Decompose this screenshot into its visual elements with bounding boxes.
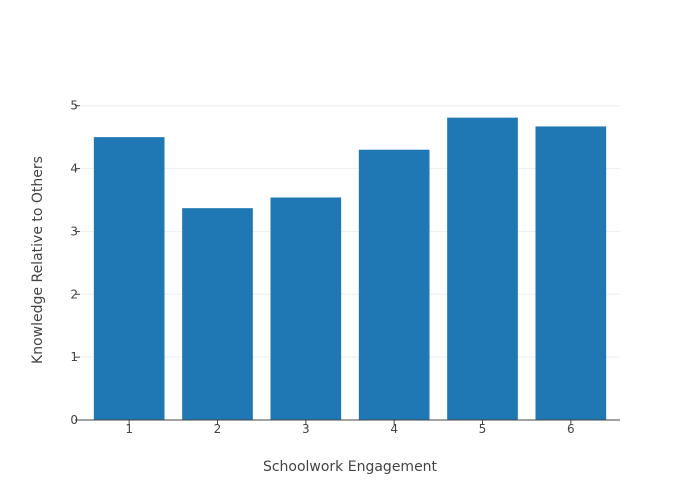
bar[interactable]: [182, 208, 253, 420]
x-axis-title: Schoolwork Engagement: [263, 459, 438, 475]
bar[interactable]: [535, 126, 607, 420]
y-tick-label: 4: [70, 162, 78, 176]
y-tick-label: 0: [70, 413, 78, 427]
x-tick-label: 1: [125, 422, 133, 436]
y-tick-labels: 0 1 2 3 4 5: [70, 99, 80, 427]
bar[interactable]: [270, 197, 342, 420]
x-tick-labels: 1 2 3 4 5 6: [125, 420, 575, 436]
x-tick-label: 5: [479, 422, 487, 436]
gridlines: [80, 105, 620, 358]
y-axis-title: Knowledge Relative to Others: [30, 156, 46, 364]
x-tick-label: 2: [214, 422, 222, 436]
y-tick-label: 3: [70, 224, 78, 238]
bar[interactable]: [93, 137, 165, 420]
y-tick-label: 2: [70, 287, 78, 301]
bars: [93, 117, 607, 421]
y-tick-label: 5: [70, 99, 78, 113]
bar[interactable]: [447, 117, 518, 421]
x-tick-label: 3: [302, 422, 310, 436]
x-tick-label: 4: [390, 422, 398, 436]
x-tick-label: 6: [567, 422, 575, 436]
y-tick-label: 1: [70, 350, 78, 364]
bar[interactable]: [358, 149, 430, 420]
